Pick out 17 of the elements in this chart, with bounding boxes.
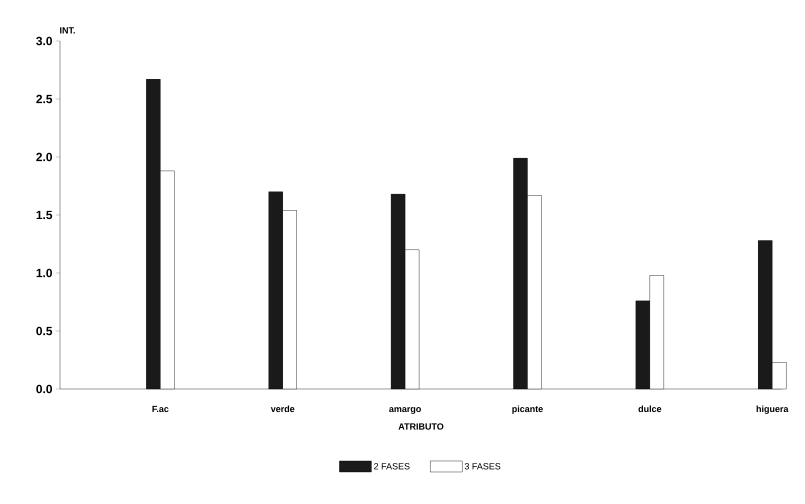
x-tick-label: higuera bbox=[756, 405, 788, 414]
y-tick-label: 0.0 bbox=[36, 384, 52, 394]
y-tick-label: 2.5 bbox=[36, 94, 52, 104]
legend-label: 3 FASES bbox=[464, 463, 500, 470]
y-tick-label: 3.0 bbox=[36, 36, 52, 46]
y-axis-title: INT. bbox=[60, 27, 75, 34]
y-tick-label: 1.5 bbox=[36, 210, 52, 220]
x-tick-label: verde bbox=[270, 405, 294, 412]
y-tick-label: 2.0 bbox=[36, 152, 52, 162]
y-tick-label: 0.5 bbox=[36, 326, 52, 336]
x-tick-label: dulce bbox=[638, 405, 662, 412]
x-tick-label: F.ac bbox=[152, 406, 169, 412]
x-axis-title: ATRIBUTO bbox=[398, 423, 444, 430]
y-tick-label: 1.0 bbox=[36, 268, 52, 278]
x-tick-label: picante bbox=[512, 405, 543, 414]
x-tick-label: amargo bbox=[389, 407, 421, 414]
legend-label: 2 FASES bbox=[374, 463, 410, 470]
